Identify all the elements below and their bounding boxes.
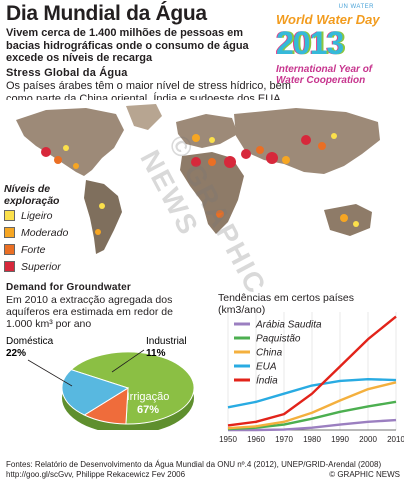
legend-label: Arábia Saudita bbox=[255, 320, 322, 331]
legend-item-forte: Forte bbox=[4, 241, 76, 258]
sources-text: Fontes: Relatório de Desenvolvimento da … bbox=[6, 460, 382, 479]
x-tick-label: 1980 bbox=[303, 435, 321, 444]
logo-line1: World Water Day bbox=[276, 12, 380, 27]
legend-label: Índia bbox=[256, 374, 278, 387]
africa-shape bbox=[180, 152, 244, 234]
pie-label-industrial: Industrial bbox=[146, 336, 187, 347]
legend-label: China bbox=[256, 348, 283, 359]
pie-slice-irrigação bbox=[70, 351, 195, 425]
australia-shape bbox=[324, 204, 372, 236]
legend-item-moderado: Moderado bbox=[4, 224, 76, 241]
legend-label: Ligeiro bbox=[21, 209, 53, 222]
stress-heading: Stress Global da Água bbox=[6, 67, 128, 79]
legend-swatch bbox=[4, 210, 15, 221]
greenland-shape bbox=[126, 104, 162, 130]
series-line-Arábia Saudita bbox=[228, 418, 397, 432]
europe-shape bbox=[176, 114, 238, 148]
legend-swatch bbox=[4, 261, 15, 272]
legend-label: Paquistão bbox=[256, 334, 301, 345]
pie-label-irrigacao: Irrigação bbox=[127, 391, 170, 403]
logo-org: UN WATER bbox=[338, 4, 374, 10]
world-water-day-logo: UN WATER World Water Day 2013 Internatio… bbox=[272, 2, 400, 94]
leader-domestica bbox=[27, 359, 73, 387]
x-tick-label: 1950 bbox=[219, 435, 237, 444]
x-tick-label: 1970 bbox=[275, 435, 293, 444]
series-line-Índia bbox=[227, 315, 397, 427]
legend-label: Moderado bbox=[21, 226, 69, 239]
trend-chart-title: Tendências em certos países (km3/ano) bbox=[218, 292, 354, 316]
logo-line2: International Year of Water Cooperation bbox=[276, 64, 373, 86]
x-tick-label: 1960 bbox=[247, 435, 265, 444]
pie-label-domestica: Doméstica bbox=[6, 336, 54, 347]
credit-text: © GRAPHIC NEWS bbox=[329, 470, 400, 479]
page-title: Dia Mundial da Água bbox=[6, 2, 207, 25]
pie-pct-industrial: 11% bbox=[146, 348, 166, 359]
groundwater-body: Em 2010 a extracção agregada dos aquífer… bbox=[6, 294, 173, 330]
exploitation-legend: Níveis de exploração Ligeiro Moderado Fo… bbox=[4, 183, 76, 275]
groundwater-use-pie: Doméstica 22% Industrial 11% Irrigação 6… bbox=[6, 336, 195, 430]
legend-swatch bbox=[4, 244, 15, 255]
legend-label: Superior bbox=[21, 260, 61, 273]
x-tick-label: 2000 bbox=[359, 435, 377, 444]
legend-item-superior: Superior bbox=[4, 258, 76, 275]
south-america-shape bbox=[84, 180, 122, 254]
groundwater-heading: Demand for Groundwater bbox=[6, 282, 131, 293]
legend-label: Forte bbox=[21, 243, 46, 256]
chart-series bbox=[227, 315, 397, 432]
series-line-China bbox=[227, 381, 397, 430]
pie-pct-domestica: 22% bbox=[6, 348, 26, 359]
pie-pct-irrigacao: 67% bbox=[137, 404, 159, 416]
x-tick-label: 1990 bbox=[331, 435, 349, 444]
legend-label: EUA bbox=[256, 362, 277, 373]
logo-year: 2013 bbox=[276, 25, 344, 61]
world-water-stress-map bbox=[6, 100, 400, 260]
leader-industrial bbox=[111, 349, 145, 373]
chart-x-ticks: 1950 1960 1970 1980 1990 2000 2010 bbox=[219, 435, 404, 444]
chart-grid bbox=[227, 312, 397, 431]
series-line-Paquistão bbox=[227, 400, 397, 431]
pie-slice-doméstica bbox=[61, 369, 130, 416]
pie-slices bbox=[61, 351, 195, 430]
north-america-shape bbox=[16, 108, 124, 176]
legend-swatch bbox=[4, 227, 15, 238]
x-tick-label: 2010 bbox=[387, 435, 404, 444]
legend-title: Níveis de exploração bbox=[4, 183, 60, 207]
series-line-EUA bbox=[227, 377, 397, 409]
legend-item-ligeiro: Ligeiro bbox=[4, 207, 76, 224]
intro-text: Vivem cerca de 1.400 milhões de pessoas … bbox=[6, 27, 249, 64]
stress-spots bbox=[41, 133, 359, 235]
